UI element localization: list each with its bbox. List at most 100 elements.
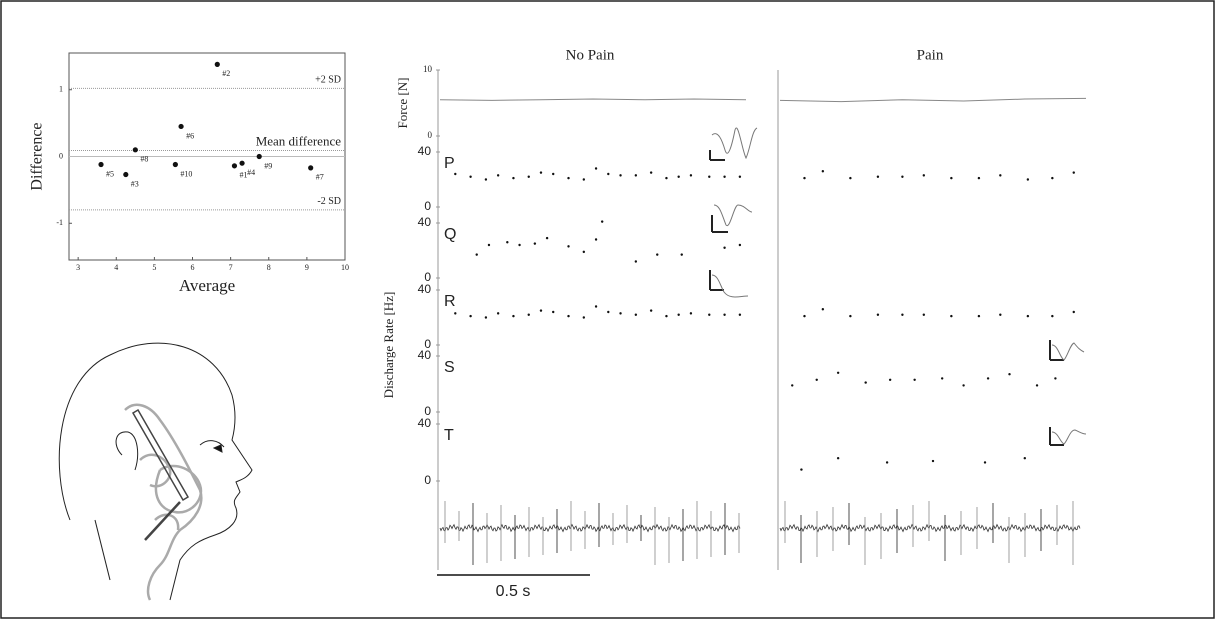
discharge-dot	[739, 314, 741, 316]
discharge-dot	[1024, 457, 1026, 459]
y-tick-label: 40	[418, 144, 432, 158]
discharge-dot	[497, 312, 499, 314]
discharge-dot	[987, 377, 989, 379]
point-label: #3	[131, 179, 139, 188]
discharge-dot	[941, 377, 943, 379]
discharge-dot	[849, 177, 851, 179]
discharge-dot	[1054, 377, 1056, 379]
discharge-dot	[567, 177, 569, 179]
discharge-dot	[552, 173, 554, 175]
discharge-dot	[984, 461, 986, 463]
discharge-dot	[864, 381, 866, 383]
page: 345678910-101+2 SDMean difference-2 SD#1…	[0, 0, 1215, 619]
discharge-dot	[512, 315, 514, 317]
discharge-dot	[822, 308, 824, 310]
discharge-dot	[595, 305, 597, 307]
discharge-dot	[506, 241, 508, 243]
discharge-dot	[803, 177, 805, 179]
discharge-dot	[932, 460, 934, 462]
frame	[1, 1, 1214, 618]
discharge-dot	[583, 178, 585, 180]
discharge-dot	[950, 177, 952, 179]
point-label: #6	[186, 131, 194, 140]
discharge-dot	[656, 253, 658, 255]
discharge-dot	[690, 174, 692, 176]
discharge-dot	[601, 220, 603, 222]
discharge-dot	[1027, 315, 1029, 317]
discharge-dot	[877, 314, 879, 316]
discharge-dot	[665, 315, 667, 317]
discharge-dot	[913, 379, 915, 381]
data-point	[173, 162, 178, 167]
unit-label: Q	[444, 226, 456, 243]
x-tick-label: 9	[305, 263, 309, 272]
discharge-dot	[567, 245, 569, 247]
y-tick-label: 10	[423, 64, 433, 74]
y-axis-label: Difference	[29, 122, 46, 190]
discharge-dot	[723, 314, 725, 316]
discharge-dot	[1073, 311, 1075, 313]
x-tick-label: 5	[152, 263, 156, 272]
discharge-dot	[540, 171, 542, 173]
discharge-axis-label: Discharge Rate [Hz]	[381, 292, 396, 399]
point-label: #9	[264, 161, 272, 170]
discharge-dot	[534, 242, 536, 244]
y-tick-label: 40	[418, 215, 432, 229]
x-tick-label: 8	[267, 263, 271, 272]
reference-label: +2 SD	[315, 75, 341, 86]
discharge-dot	[999, 314, 1001, 316]
discharge-dot	[901, 314, 903, 316]
discharge-dot	[485, 316, 487, 318]
discharge-dot	[1008, 373, 1010, 375]
point-label: #5	[106, 169, 114, 178]
x-tick-label: 3	[76, 263, 80, 272]
x-tick-label: 7	[229, 263, 233, 272]
y-tick-label: 1	[59, 85, 63, 94]
discharge-dot	[877, 176, 879, 178]
discharge-dot	[635, 314, 637, 316]
discharge-dot	[999, 174, 1001, 176]
discharge-dot	[595, 167, 597, 169]
scale-bar-label: 0.5 s	[496, 583, 531, 600]
discharge-dot	[567, 315, 569, 317]
discharge-dot	[837, 457, 839, 459]
discharge-dot	[518, 244, 520, 246]
x-axis-label: Average	[179, 276, 235, 295]
discharge-dot	[816, 379, 818, 381]
discharge-dot	[665, 177, 667, 179]
point-label: #10	[180, 169, 192, 178]
discharge-dot	[1073, 171, 1075, 173]
discharge-dot	[800, 468, 802, 470]
discharge-dot	[528, 176, 530, 178]
point-label: #4	[247, 168, 255, 177]
discharge-dot	[677, 314, 679, 316]
discharge-dot	[469, 315, 471, 317]
y-tick-label: -1	[56, 218, 63, 227]
discharge-dot	[708, 314, 710, 316]
discharge-dot	[540, 309, 542, 311]
discharge-dot	[739, 244, 741, 246]
discharge-dot	[690, 312, 692, 314]
discharge-dot	[497, 174, 499, 176]
reference-label: Mean difference	[256, 133, 342, 148]
data-point	[98, 162, 103, 167]
data-point	[133, 147, 138, 152]
discharge-dot	[978, 177, 980, 179]
discharge-dot	[454, 173, 456, 175]
discharge-dot	[889, 379, 891, 381]
discharge-dot	[650, 309, 652, 311]
y-tick-label: 0	[428, 130, 433, 140]
point-label: #2	[222, 69, 230, 78]
discharge-dot	[923, 174, 925, 176]
discharge-dot	[803, 315, 805, 317]
discharge-dot	[650, 171, 652, 173]
discharge-dot	[978, 315, 980, 317]
condition-title: Pain	[917, 47, 944, 63]
discharge-dot	[849, 315, 851, 317]
discharge-dot	[635, 174, 637, 176]
discharge-dot	[635, 260, 637, 262]
discharge-dot	[677, 176, 679, 178]
discharge-dot	[546, 237, 548, 239]
discharge-dot	[1027, 178, 1029, 180]
data-point	[308, 165, 313, 170]
